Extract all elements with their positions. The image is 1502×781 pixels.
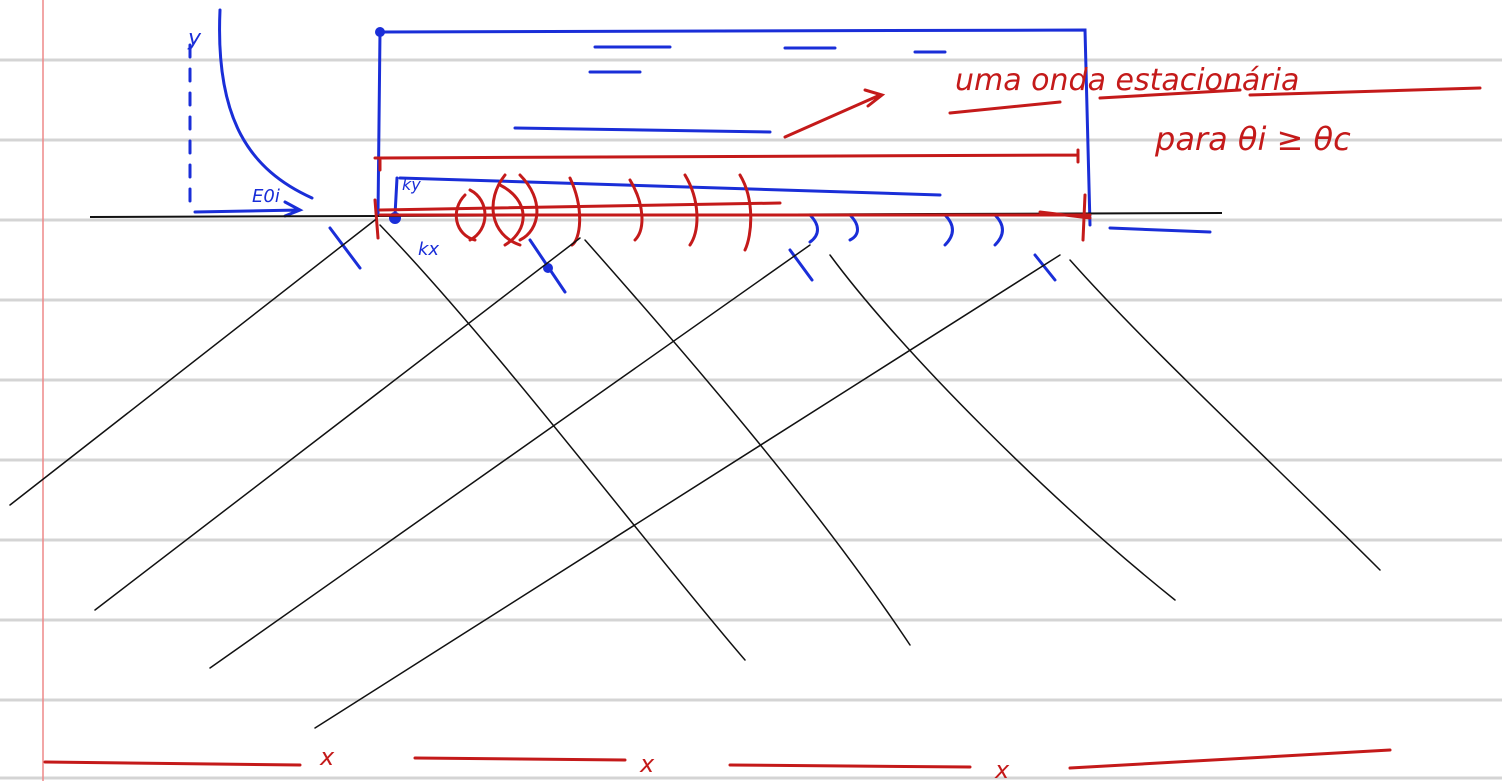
condition-label: para θi ≥ θc bbox=[1154, 120, 1351, 158]
wave-label: uma onda estacionária bbox=[955, 63, 1299, 98]
rays bbox=[10, 220, 1380, 728]
x-mark: x bbox=[994, 756, 1010, 781]
ky-label: ky bbox=[402, 175, 421, 194]
x-mark: x bbox=[639, 750, 655, 778]
wave-fronts bbox=[456, 175, 1090, 250]
bottom-line bbox=[45, 750, 1390, 768]
field-arrow bbox=[195, 202, 300, 216]
note-sheet: y E0i ky kx uma onda estacionária para θ… bbox=[0, 0, 1502, 781]
red-strokes bbox=[375, 88, 1480, 238]
page: y E0i ky kx uma onda estacionária para θ… bbox=[0, 0, 1502, 781]
kx-label: kx bbox=[418, 239, 439, 260]
paper-lines bbox=[0, 0, 1502, 781]
field-label: E0i bbox=[252, 186, 280, 207]
axis-label: y bbox=[187, 26, 202, 51]
x-mark: x bbox=[319, 743, 335, 771]
decay-curve bbox=[220, 10, 312, 198]
